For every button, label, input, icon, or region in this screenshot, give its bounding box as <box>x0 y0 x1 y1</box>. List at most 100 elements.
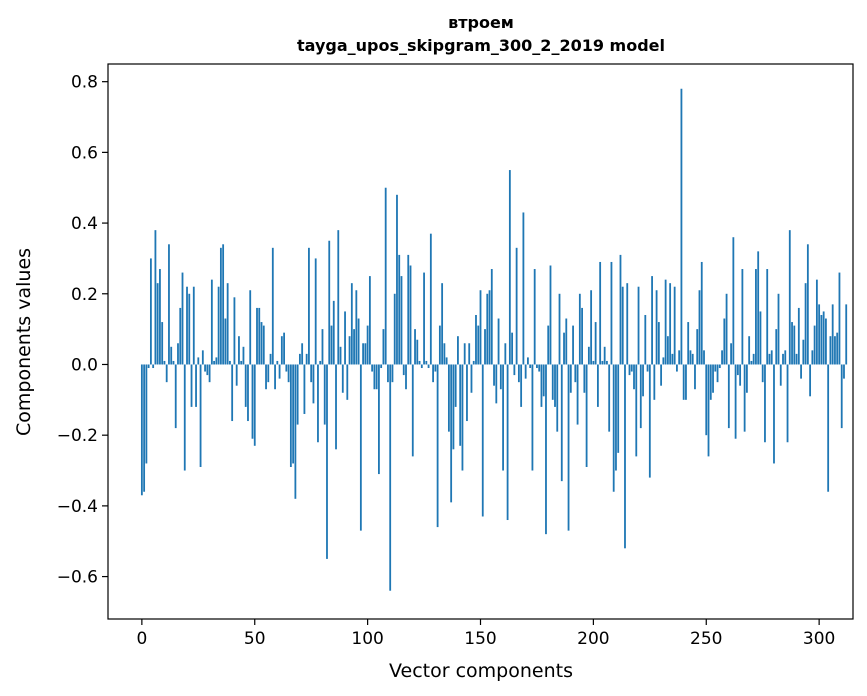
bar-39 <box>229 360 231 365</box>
bar-80 <box>321 329 324 365</box>
bar-145 <box>468 343 471 365</box>
bar-158 <box>497 318 500 365</box>
bar-143 <box>463 343 466 365</box>
bar-100 <box>366 325 369 365</box>
bar-194 <box>578 293 581 365</box>
bar-293 <box>802 339 805 365</box>
bar-3 <box>147 364 150 369</box>
bar-301 <box>820 314 823 365</box>
bar-35 <box>219 247 222 365</box>
bar-257 <box>721 350 723 365</box>
bar-32 <box>213 360 216 365</box>
bar-132 <box>438 325 441 365</box>
bar-188 <box>565 318 568 365</box>
bar-0 <box>140 364 143 496</box>
bar-112 <box>393 293 396 365</box>
bar-5 <box>152 364 155 369</box>
bar-237 <box>676 364 678 372</box>
bar-95 <box>355 290 358 365</box>
bar-74 <box>308 247 310 365</box>
bar-234 <box>669 283 672 365</box>
bar-267 <box>743 364 746 432</box>
bar-4 <box>149 258 152 365</box>
bar-195 <box>581 307 583 365</box>
bar-231 <box>662 357 665 365</box>
bar-210 <box>615 364 617 471</box>
bar-124 <box>420 364 423 369</box>
bar-61 <box>278 364 281 379</box>
bar-202 <box>596 364 599 407</box>
bar-53 <box>260 322 263 365</box>
bar-154 <box>488 290 491 365</box>
bar-263 <box>734 364 737 439</box>
bar-178 <box>542 364 545 397</box>
bar-64 <box>285 364 288 372</box>
bar-225 <box>648 364 651 478</box>
bar-33 <box>215 357 218 365</box>
bar-78 <box>317 364 319 443</box>
bar-120 <box>411 364 414 457</box>
y-tick-label: 0.6 <box>71 143 98 163</box>
bar-69 <box>296 364 299 425</box>
x-tick-label: 200 <box>577 629 609 649</box>
bar-243 <box>689 350 692 365</box>
bar-281 <box>775 329 778 365</box>
bar-245 <box>694 364 696 390</box>
bar-21 <box>188 293 191 365</box>
bar-165 <box>513 364 516 376</box>
bar-268 <box>745 364 748 393</box>
bar-56 <box>267 364 270 383</box>
bar-282 <box>777 293 780 365</box>
bar-252 <box>709 364 712 400</box>
bar-309 <box>838 272 841 365</box>
bar-223 <box>644 314 647 365</box>
bar-36 <box>222 244 225 365</box>
bar-113 <box>396 194 398 365</box>
bar-185 <box>558 293 561 365</box>
y-tick-label: −0.4 <box>57 497 98 517</box>
bar-76 <box>312 364 315 404</box>
bar-180 <box>547 325 550 365</box>
bar-279 <box>770 350 773 365</box>
y-axis-ticks: −0.6 −0.4 −0.2 0.0 0.2 0.4 0.6 0.8 <box>57 73 108 588</box>
bar-310 <box>840 364 843 429</box>
bar-183 <box>554 364 556 407</box>
bar-31 <box>210 279 213 365</box>
bar-216 <box>628 364 631 376</box>
bar-106 <box>380 364 383 369</box>
bar-153 <box>486 293 489 365</box>
bar-127 <box>427 364 430 369</box>
bar-109 <box>387 364 389 383</box>
bar-232 <box>664 279 667 365</box>
bar-121 <box>414 329 416 365</box>
x-tick-label: 50 <box>244 629 266 649</box>
bar-118 <box>407 254 410 365</box>
bar-18 <box>181 272 184 365</box>
bar-114 <box>398 254 401 365</box>
bar-198 <box>587 346 590 365</box>
bar-262 <box>732 237 735 365</box>
bar-102 <box>371 364 374 372</box>
bar-16 <box>177 343 179 365</box>
bar-20 <box>186 286 188 365</box>
bar-94 <box>353 329 355 365</box>
bar-151 <box>481 364 484 517</box>
bar-13 <box>170 346 173 365</box>
bar-75 <box>310 364 313 383</box>
bar-6 <box>154 230 157 365</box>
bar-30 <box>208 364 211 383</box>
bar-131 <box>436 364 439 528</box>
bar-11 <box>165 364 168 383</box>
bar-19 <box>183 364 186 471</box>
x-tick-label: 300 <box>803 629 835 649</box>
bar-59 <box>274 364 276 390</box>
bar-162 <box>506 364 509 521</box>
y-tick-label: 0.0 <box>71 355 98 375</box>
bar-38 <box>226 283 229 365</box>
bar-45 <box>242 346 245 365</box>
bar-176 <box>538 364 541 372</box>
bar-175 <box>536 364 538 369</box>
bar-200 <box>592 360 595 365</box>
bar-159 <box>499 364 502 390</box>
bar-278 <box>768 353 771 365</box>
